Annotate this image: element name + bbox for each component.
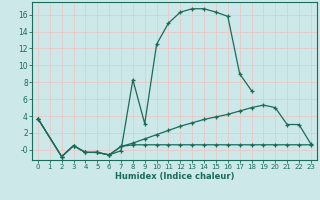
X-axis label: Humidex (Indice chaleur): Humidex (Indice chaleur) xyxy=(115,172,234,181)
